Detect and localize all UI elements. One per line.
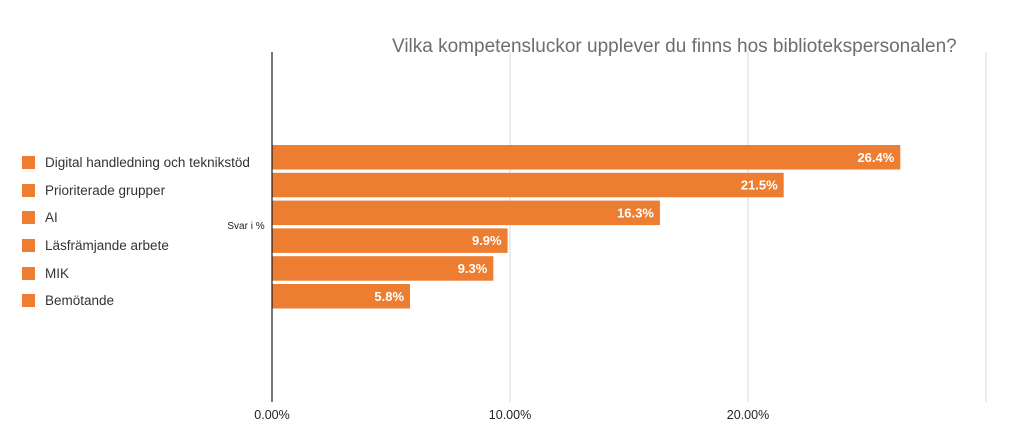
legend-item: MIK [22,259,250,287]
y-axis-label: Svar i % [227,221,264,232]
legend: Digital handledning och teknikstöd Priori… [22,149,250,315]
legend-item: Prioriterade grupper [22,177,250,205]
legend-swatch [22,211,35,225]
bar-4 [272,228,508,253]
legend-swatch [22,266,35,280]
data-label: 16.3% [617,205,654,220]
data-label: 9.9% [472,233,502,248]
legend-swatch [22,239,35,253]
x-tick-label: 10.00% [489,408,531,422]
bar-1 [272,145,901,170]
legend-label: Digital handledning och teknikstöd [45,155,250,171]
bar-2 [272,172,784,198]
legend-label: AI [45,210,58,226]
bar-6 [272,284,411,309]
legend-swatch [22,183,35,197]
legend-item: Digital handledning och teknikstöd [22,149,250,177]
x-tick-label: 20.00% [727,408,769,422]
data-label: 9.3% [458,261,488,276]
data-label: 26.4% [857,150,894,165]
data-label: 5.8% [374,289,404,304]
chart-title: Vilka kompetensluckor upplever du finns … [392,36,957,57]
legend-label: MIK [45,265,70,281]
legend-swatch [22,156,35,170]
data-label: 21.5% [741,178,778,193]
legend-swatch [22,294,35,308]
legend-item: AI [22,204,250,232]
legend-label: Bemötande [45,293,115,309]
legend-item: Bemötande [22,287,250,315]
legend-label: Prioriterade grupper [45,182,166,198]
x-tick-label: 0.00% [254,408,289,422]
bar-3 [272,200,660,226]
bar-5 [272,256,494,281]
legend-label: Läsfrämjande arbete [45,238,169,254]
legend-item: Läsfrämjande arbete [22,232,250,260]
